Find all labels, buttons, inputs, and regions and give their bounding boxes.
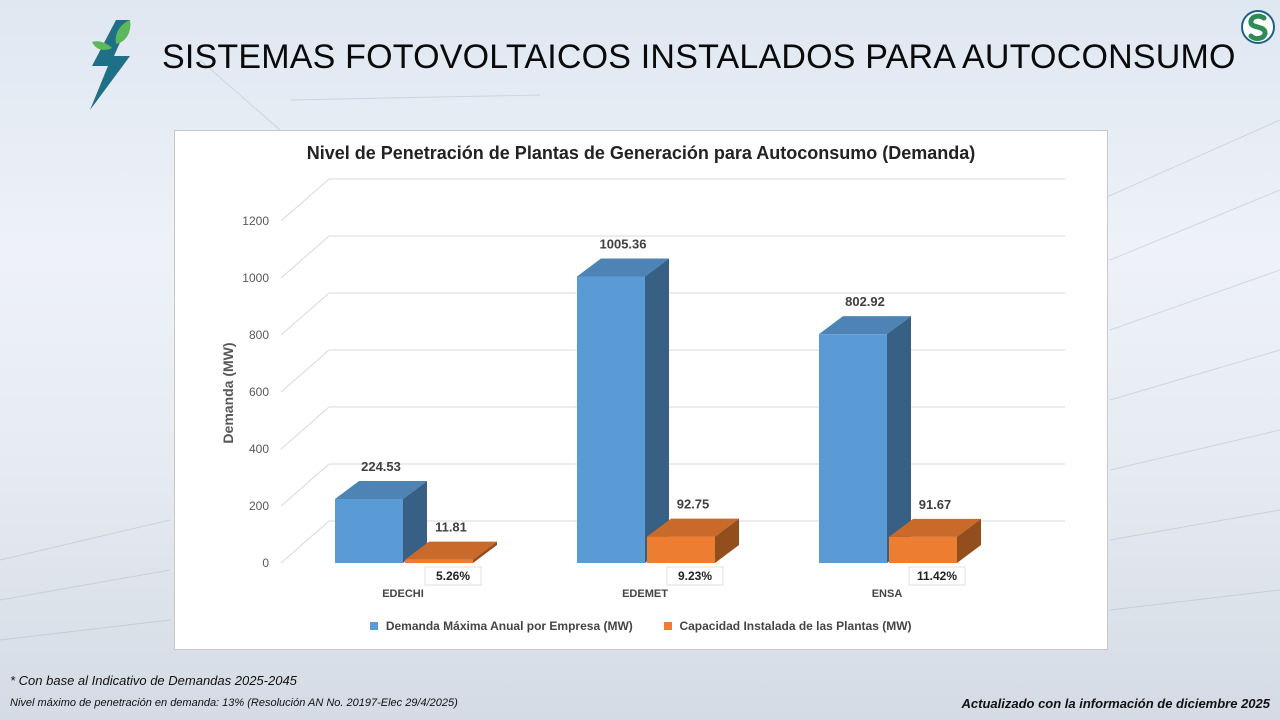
legend-swatch-demand [370,622,379,630]
bar-side [403,481,427,563]
y-tick-label: 1200 [242,214,269,228]
grid-diagonal [280,406,330,450]
chart-card: Nivel de Penetración de Plantas de Gener… [174,130,1108,650]
page-title: SISTEMAS FOTOVOLTAICOS INSTALADOS PARA A… [162,38,1236,76]
bar-side [715,518,739,563]
penetration-label: 11.42% [917,569,957,583]
bar-value-label: 11.81 [435,520,467,535]
bar-front [889,536,957,563]
penetration-label-box [908,566,966,586]
bar-value-label: 802.92 [845,294,885,309]
s-brand-icon [1241,10,1275,44]
chart-plot: 0 200 400 600 800 1000 1200 Demanda (MW) EDECHI 2… [220,178,1065,600]
bar-front [577,276,645,563]
legend-label-demand: Demanda Máxima Anual por Empresa (MW) [385,619,633,633]
grid-diagonal [280,178,330,222]
bar-front [405,559,473,563]
bar-value-label: 1005.36 [600,236,647,251]
bar-top [819,316,911,335]
legend-label-capacity: Capacidad Instalada de las Plantas (MW) [679,619,912,633]
lightning-leaf-icon [90,20,131,110]
chart-legend: Demanda Máxima Anual por Empresa (MW) Ca… [175,619,1107,633]
y-tick-label: 200 [249,499,269,513]
y-tick-label: 600 [249,385,269,399]
grid-diagonal [280,520,330,564]
penetration-label: 9.23% [678,569,712,583]
x-tick-label: ENSA [872,588,903,600]
y-axis-label: Demanda (MW) [220,342,236,443]
x-tick-label: EDEMET [622,588,668,600]
bar-value-label: 91.67 [919,497,952,512]
grid-diagonal [280,292,330,336]
penetration-label-box [424,566,482,586]
grid-diagonal [280,463,330,507]
y-tick-label: 1000 [242,271,269,285]
footnote-penetration-limit: Nivel máximo de penetración en demanda: … [10,697,458,709]
bar-top [335,481,427,500]
bar-top [889,518,981,537]
x-tick-label: EDECHI [382,588,424,600]
y-tick-label: 0 [262,556,269,570]
bar-side [473,541,497,563]
bar-front [335,499,403,563]
bar-side [957,518,981,563]
bar-value-label: 224.53 [361,459,401,474]
updated-note: Actualizado con la información de diciem… [961,696,1270,711]
grid-diagonal [280,235,330,279]
bar-top [647,518,739,537]
legend-item-capacity: Capacidad Instalada de las Plantas (MW) [664,619,912,633]
chart-title: Nivel de Penetración de Plantas de Gener… [306,143,976,163]
legend-item-demand: Demanda Máxima Anual por Empresa (MW) [370,619,633,633]
footnote-demand-source: * Con base al Indicativo de Demandas 202… [10,673,297,688]
y-tick-label: 800 [249,328,269,342]
bar-top [577,258,669,277]
grid-diagonal [280,349,330,393]
penetration-label: 5.26% [436,569,470,583]
penetration-label-box [666,566,724,586]
bar-front [647,536,715,563]
bar-value-label: 92.75 [677,497,710,512]
legend-swatch-capacity [664,622,673,630]
bar-side [645,258,669,563]
bar-front [819,334,887,563]
bar-side [887,316,911,563]
bar-top [405,541,497,560]
y-tick-label: 400 [249,442,269,456]
logo-icon [90,20,131,110]
